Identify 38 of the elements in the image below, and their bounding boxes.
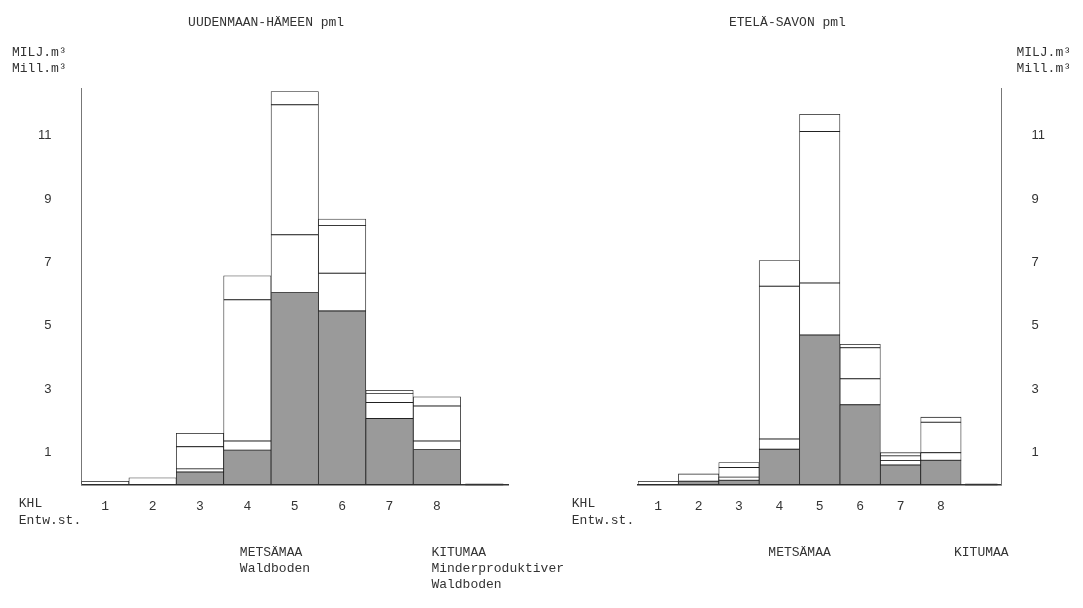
y2-tick-label: 9 [1031, 190, 1039, 206]
x-axis-title: KHL Entw.st. [571, 496, 635, 528]
x-tick-label: 6 [338, 498, 347, 514]
x-tick-label: 1 [654, 498, 663, 514]
x-tick-label: 6 [856, 498, 865, 514]
y-tick-label: 11 [38, 127, 52, 143]
x-tick-label: 7 [385, 498, 394, 514]
chart-title: ETELÄ-SAVON pml [728, 14, 847, 30]
y2-tick-label: 5 [1031, 317, 1039, 333]
chart-title: UUDENMAAN-HÄMEEN pml [188, 14, 345, 30]
x-tick-label: 7 [896, 498, 905, 514]
x-tick-label: 2 [148, 498, 157, 514]
y-tick-label: 9 [44, 190, 52, 206]
y-tick-label: 5 [44, 317, 52, 333]
y2-tick-label: 7 [1031, 253, 1039, 269]
x-tick-label: 8 [433, 498, 441, 514]
y-tick-label: 7 [44, 253, 52, 269]
y-tick-label: 3 [44, 380, 52, 396]
x-tick-label: 3 [196, 498, 204, 514]
y2-tick-label: 11 [1031, 127, 1045, 143]
x-tick-label: 4 [775, 498, 784, 514]
x-tick-label: 3 [735, 498, 743, 514]
y2-tick-label: 3 [1031, 380, 1039, 396]
text: KITUMAA Minderproduktiver Waldboden [431, 544, 564, 592]
text: KITUMAA [954, 544, 1009, 560]
x-tick-label: 1 [101, 498, 110, 514]
x-tick-label: 5 [815, 498, 824, 514]
x-tick-label: 5 [290, 498, 299, 514]
x-tick-label: 2 [694, 498, 703, 514]
x-tick-label: 4 [243, 498, 252, 514]
y2-axis-title: MILJ.m³ Mill.m³ [1016, 44, 1071, 76]
y2-tick-label: 1 [1031, 444, 1039, 460]
text: METSÄMAA [768, 544, 831, 560]
text: METSÄMAA Waldboden [239, 544, 311, 576]
y-axis-title: MILJ.m³ Mill.m³ [12, 44, 67, 76]
x-tick-label: 8 [937, 498, 945, 514]
x-axis-title: KHL Entw.st. [18, 496, 82, 528]
y-tick-label: 1 [44, 444, 52, 460]
